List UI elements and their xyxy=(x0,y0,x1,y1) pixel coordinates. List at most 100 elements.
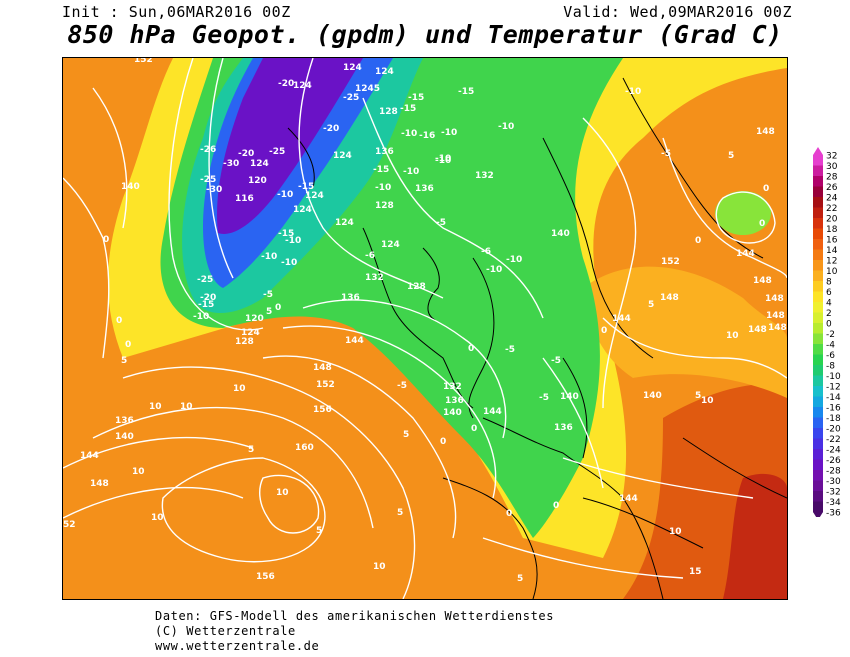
legend-swatch xyxy=(813,449,823,460)
legend-tick-label: -4 xyxy=(826,341,835,351)
svg-text:-10: -10 xyxy=(375,183,391,193)
svg-text:-10: -10 xyxy=(435,156,451,166)
svg-text:-16: -16 xyxy=(419,131,435,141)
svg-text:148: 148 xyxy=(768,323,787,333)
svg-text:5: 5 xyxy=(316,526,322,536)
legend-tick-label: 24 xyxy=(826,194,838,204)
copyright-credit: (C) Wetterzentrale xyxy=(155,624,296,638)
svg-text:128: 128 xyxy=(235,337,254,347)
svg-text:5: 5 xyxy=(517,574,523,584)
svg-text:136: 136 xyxy=(115,416,134,426)
legend-tick-label: -30 xyxy=(826,477,841,487)
legend-tick-label: 26 xyxy=(826,183,838,193)
svg-text:52: 52 xyxy=(63,520,76,530)
legend-swatch xyxy=(813,491,823,502)
legend-swatch xyxy=(813,354,823,366)
svg-text:-30: -30 xyxy=(223,159,239,169)
svg-text:136: 136 xyxy=(375,147,394,157)
legend-tick-label: -6 xyxy=(826,351,835,361)
svg-text:0: 0 xyxy=(601,326,607,336)
svg-text:124: 124 xyxy=(375,67,394,77)
legend-tick-label: -16 xyxy=(826,404,841,414)
svg-text:-10: -10 xyxy=(625,87,641,97)
legend-tick-label: 6 xyxy=(826,288,832,298)
svg-text:-20: -20 xyxy=(323,124,339,134)
svg-text:128: 128 xyxy=(407,282,426,292)
legend-swatch xyxy=(813,386,823,397)
svg-text:5: 5 xyxy=(695,391,701,401)
svg-text:15: 15 xyxy=(689,567,702,577)
map-canvas: 124 124 124 1245 128 124 136 124 120 116… xyxy=(63,58,787,599)
legend-tick-label: -2 xyxy=(826,330,835,340)
svg-text:-5: -5 xyxy=(397,381,407,391)
svg-text:140: 140 xyxy=(643,391,662,401)
svg-text:152: 152 xyxy=(661,257,680,267)
svg-text:0: 0 xyxy=(695,236,701,246)
svg-text:5: 5 xyxy=(648,300,654,310)
svg-text:-10: -10 xyxy=(261,252,277,262)
svg-text:5: 5 xyxy=(121,356,127,366)
legend-tick-label: -10 xyxy=(826,372,841,382)
svg-text:124: 124 xyxy=(293,205,312,215)
svg-text:-15: -15 xyxy=(474,58,490,61)
legend-swatch xyxy=(813,438,823,450)
legend-scale: 32302826242220181614121086420-2-4-6-8-10… xyxy=(813,147,841,520)
svg-text:140: 140 xyxy=(560,392,579,402)
svg-text:120: 120 xyxy=(248,176,267,186)
valid-time: Valid: Wed,09MAR2016 00Z xyxy=(563,3,792,21)
legend-swatch xyxy=(813,302,823,313)
svg-text:0: 0 xyxy=(471,424,477,434)
svg-text:148: 148 xyxy=(756,127,775,137)
legend-swatch xyxy=(813,155,823,166)
legend-swatch xyxy=(813,396,823,408)
data-source-credit: Daten: GFS-Modell des amerikanischen Wet… xyxy=(155,609,555,623)
svg-text:148: 148 xyxy=(90,479,109,489)
svg-text:124: 124 xyxy=(343,63,362,73)
svg-text:148: 148 xyxy=(766,311,785,321)
svg-text:-5: -5 xyxy=(436,218,446,228)
svg-text:0: 0 xyxy=(125,340,131,350)
svg-text:-15: -15 xyxy=(400,104,416,114)
svg-text:-20: -20 xyxy=(200,293,216,303)
svg-text:148: 148 xyxy=(660,293,679,303)
svg-text:0: 0 xyxy=(275,303,281,313)
legend-swatch xyxy=(813,459,823,471)
svg-text:5: 5 xyxy=(266,307,272,317)
legend-swatch xyxy=(813,260,823,271)
legend-arrow-top xyxy=(813,147,823,155)
purple-field xyxy=(217,58,363,234)
legend-tick-label: -32 xyxy=(826,488,841,498)
legend-swatch xyxy=(813,407,823,418)
svg-text:-15: -15 xyxy=(278,229,294,239)
svg-text:-20: -20 xyxy=(278,79,294,89)
svg-text:140: 140 xyxy=(443,408,462,418)
svg-text:160: 160 xyxy=(295,443,314,453)
svg-text:5: 5 xyxy=(397,508,403,518)
legend-arrow-bottom xyxy=(813,512,823,520)
svg-text:-10: -10 xyxy=(498,122,514,132)
svg-text:-10: -10 xyxy=(506,255,522,265)
svg-text:-5: -5 xyxy=(539,393,549,403)
svg-text:-15: -15 xyxy=(298,182,314,192)
legend-tick-label: -20 xyxy=(826,425,841,435)
legend-tick-label: 18 xyxy=(826,225,838,235)
svg-text:120: 120 xyxy=(245,314,264,324)
svg-text:148: 148 xyxy=(313,363,332,373)
svg-text:-10: -10 xyxy=(277,190,293,200)
svg-text:-5: -5 xyxy=(661,149,671,159)
svg-text:-10: -10 xyxy=(441,128,457,138)
svg-text:-26: -26 xyxy=(200,145,216,155)
svg-text:-10: -10 xyxy=(435,154,451,164)
legend-tick-label: -26 xyxy=(826,456,841,466)
legend-tick-label: 2 xyxy=(826,309,832,319)
legend-tick-label: -36 xyxy=(826,509,841,518)
svg-text:136: 136 xyxy=(445,396,464,406)
svg-text:152: 152 xyxy=(316,380,335,390)
svg-text:-15: -15 xyxy=(458,87,474,97)
map-title: 850 hPa Geopot. (gpdm) und Temperatur (G… xyxy=(67,20,783,49)
svg-text:152: 152 xyxy=(134,58,153,65)
svg-text:10: 10 xyxy=(726,331,739,341)
svg-text:-30: -30 xyxy=(206,185,222,195)
svg-text:-15: -15 xyxy=(408,93,424,103)
svg-text:-10: -10 xyxy=(285,236,301,246)
